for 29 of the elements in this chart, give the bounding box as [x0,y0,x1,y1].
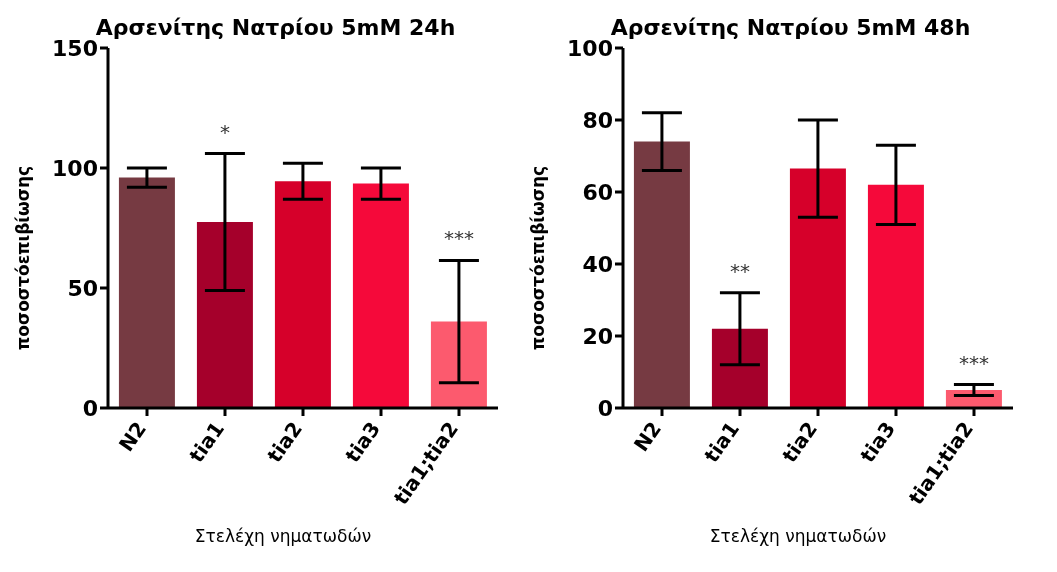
bar [352,183,409,408]
annotation: ** [730,258,750,283]
x-tick-label: N2 [113,417,152,456]
bar [711,328,768,408]
x-axis-title: Στελέχη νηματωδών [708,526,888,546]
y-tick-label: 0 [82,395,98,421]
annotation: * [220,119,230,144]
bar [274,181,331,408]
bar [633,141,690,408]
y-tick-label: 0 [597,395,613,421]
y-tick-label: 150 [52,35,98,61]
bar [867,184,924,408]
y-tick-label: 100 [52,155,98,181]
bar [789,168,846,408]
annotation: *** [444,226,474,251]
y-axis-title: ποσοστόεπιβίωσης [528,165,548,351]
y-tick-label: 40 [582,251,613,277]
y-tick-label: 50 [67,275,98,301]
annotation: *** [959,350,989,375]
y-tick-label: 100 [567,35,613,61]
bar [118,177,175,408]
bar [430,321,487,408]
x-tick-label: N2 [628,417,667,456]
y-tick-label: 20 [582,323,613,349]
y-axis-title: ποσοστόεπιβίωσης [13,165,33,351]
y-tick-label: 60 [582,179,613,205]
bar [196,222,253,408]
x-axis-title: Στελέχη νηματωδών [193,526,373,546]
y-tick-label: 80 [582,107,613,133]
